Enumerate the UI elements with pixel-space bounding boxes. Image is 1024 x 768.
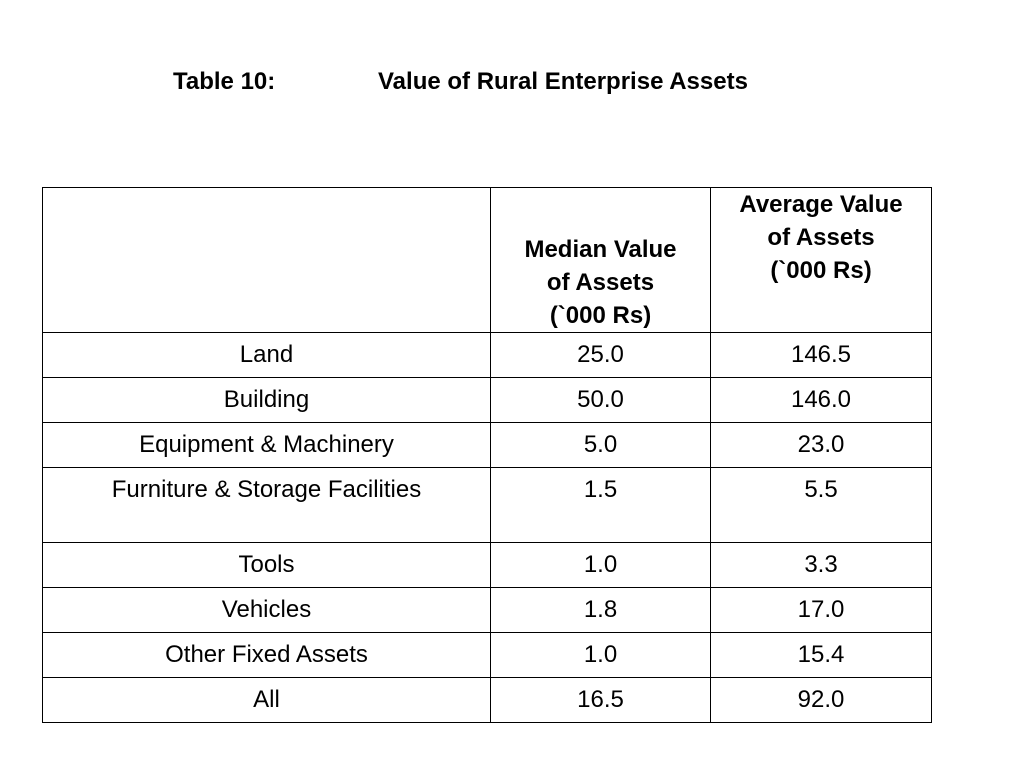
category-cell: Other Fixed Assets: [42, 632, 491, 678]
header-median-line: (`000 Rs): [549, 302, 652, 329]
category-cell: Building: [42, 377, 491, 423]
assets-table: Median Value of Assets (`000 Rs) Average…: [42, 187, 932, 723]
header-median-line: of Assets: [546, 269, 655, 296]
average-cell: 17.0: [710, 587, 932, 633]
category-cell: All: [42, 677, 491, 723]
header-category: [42, 187, 491, 333]
median-cell: 16.5: [490, 677, 711, 723]
header-median-line: Median Value: [524, 236, 677, 263]
average-cell: 23.0: [710, 422, 932, 468]
median-cell: 5.0: [490, 422, 711, 468]
header-average-line: (`000 Rs): [770, 257, 872, 284]
median-cell: 1.0: [490, 632, 711, 678]
median-cell: 1.0: [490, 542, 711, 588]
median-cell: 1.5: [490, 467, 711, 543]
table-row: Building 50.0 146.0: [42, 377, 932, 423]
table-row: All 16.5 92.0: [42, 677, 932, 723]
table-number: Table 10:: [173, 68, 276, 95]
category-cell: Equipment & Machinery: [42, 422, 491, 468]
average-cell: 15.4: [710, 632, 932, 678]
average-cell: 146.5: [710, 332, 932, 378]
category-cell: Vehicles: [42, 587, 491, 633]
table-row: Vehicles 1.8 17.0: [42, 587, 932, 633]
category-cell: Tools: [42, 542, 491, 588]
header-average: Average Value of Assets (`000 Rs): [710, 187, 932, 333]
table-row: Tools 1.0 3.3: [42, 542, 932, 588]
table-caption: Value of Rural Enterprise Assets: [378, 68, 748, 95]
table-row: Furniture & Storage Facilities 1.5 5.5: [42, 467, 932, 543]
median-cell: 50.0: [490, 377, 711, 423]
average-cell: 3.3: [710, 542, 932, 588]
median-cell: 25.0: [490, 332, 711, 378]
category-cell: Land: [42, 332, 491, 378]
table-title: Table 10: Value of Rural Enterprise Asset…: [173, 68, 748, 96]
average-cell: 146.0: [710, 377, 932, 423]
header-average-line: Average Value: [739, 191, 903, 218]
median-cell: 1.8: [490, 587, 711, 633]
table-row: Other Fixed Assets 1.0 15.4: [42, 632, 932, 678]
table-row: Land 25.0 146.5: [42, 332, 932, 378]
header-median: Median Value of Assets (`000 Rs): [490, 187, 711, 333]
table-row: Equipment & Machinery 5.0 23.0: [42, 422, 932, 468]
header-average-line: of Assets: [767, 224, 875, 251]
header-row: Median Value of Assets (`000 Rs) Average…: [42, 187, 932, 333]
average-cell: 5.5: [710, 467, 932, 543]
category-cell: Furniture & Storage Facilities: [42, 467, 491, 543]
average-cell: 92.0: [710, 677, 932, 723]
